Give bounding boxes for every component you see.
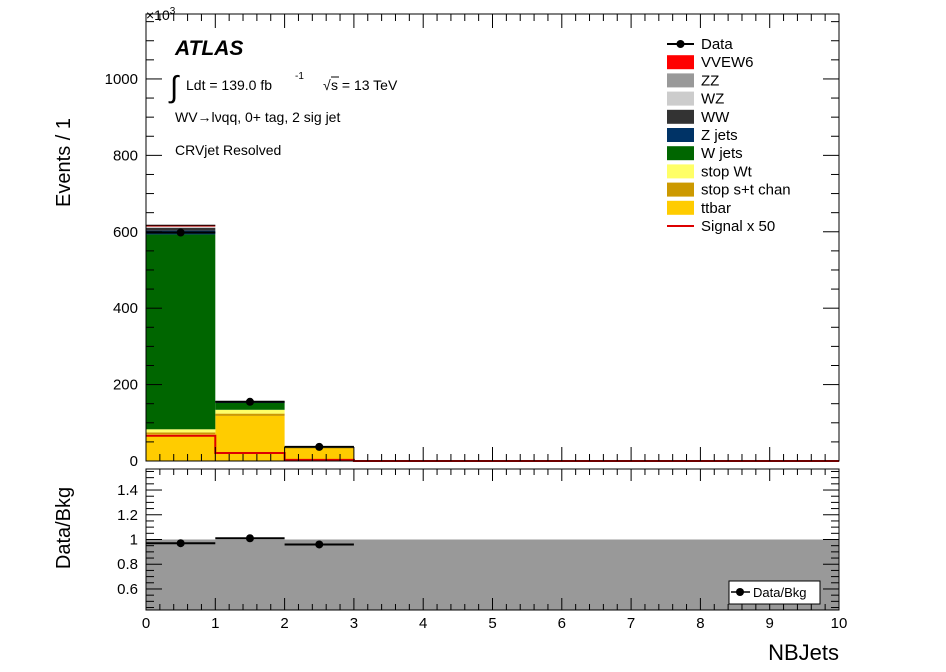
legend-label: W jets — [701, 145, 743, 162]
ratio-point-0 — [176, 539, 185, 548]
data-point-2 — [315, 442, 324, 451]
x-axis-label: NBJets — [768, 640, 839, 665]
region-label-1: WV→lνqq, 0+ tag, 2 sig jet — [175, 109, 340, 125]
y-tick-label: 600 — [113, 224, 138, 241]
bar-wz-bin-0 — [146, 226, 216, 228]
integral-sign: ∫ — [168, 71, 180, 104]
legend-swatch — [667, 146, 694, 161]
ratio-legend-box — [728, 580, 821, 605]
sqrt-s-text: s = 13 TeV — [331, 77, 398, 93]
y-tick-label: 0 — [130, 453, 138, 470]
lumi-text: Ldt = 139.0 fb — [186, 77, 272, 93]
ratio-y-tick-label: 1.2 — [117, 507, 138, 524]
y-tick-label: 400 — [113, 300, 138, 317]
ratio-x-axis: 0 1 2 3 4 5 6 7 8 9 10 — [142, 469, 848, 632]
ratio-legend-marker — [736, 588, 744, 596]
ratio-y-tick-label: 0.8 — [117, 556, 138, 573]
legend-swatch — [667, 200, 694, 215]
sqrt-symbol: √ — [323, 77, 331, 93]
legend-swatch — [667, 164, 694, 179]
main-y-axis: 0 200 400 600 800 1000 — [105, 21, 839, 470]
main-plot-area: 0 200 400 600 800 1000 — [105, 13, 840, 470]
legend-label: stop s+t chan — [701, 182, 791, 199]
x-tick-label: 0 — [142, 615, 150, 632]
main-x-axis — [145, 14, 840, 461]
data-point-0 — [176, 228, 185, 237]
bar-stop-wt-bin-0 — [146, 429, 216, 433]
bar-w-jets-bin-1 — [215, 402, 285, 410]
bar-zz-bin-0 — [146, 226, 216, 227]
lumi-exponent: -1 — [295, 71, 304, 82]
legend-swatch — [667, 73, 694, 88]
luminosity-label: ∫ Ldt = 139.0 fb -1 √ s = 13 TeV — [168, 71, 398, 104]
legend-swatch — [667, 128, 694, 142]
ratio-y-tick-label: 1 — [130, 532, 138, 549]
x-tick-label: 7 — [627, 615, 635, 632]
ratio-legend: Data/Bkg — [728, 580, 821, 605]
bar-ttbar-bin-2 — [284, 448, 354, 461]
legend-marker — [676, 40, 685, 48]
x-tick-label: 2 — [280, 615, 288, 632]
x-tick-label: 9 — [766, 615, 774, 632]
legend-swatch — [667, 55, 694, 70]
bar-ttbar-bin-1 — [215, 415, 285, 461]
bar-stop-wt-bin-1 — [215, 409, 285, 414]
legend-label: WW — [701, 109, 730, 126]
ratio-points — [146, 534, 354, 549]
data-points — [146, 228, 354, 451]
bar-ttbar-bin-0 — [146, 434, 216, 461]
x-tick-label: 4 — [419, 615, 427, 632]
atlas-label: ATLAS — [174, 37, 243, 60]
ratio-plot-area: 0.6 0.8 1 1.2 1.4 0 1 2 3 4 5 6 7 8 9 10 Data/Bkg — [117, 468, 848, 632]
legend-swatch — [667, 109, 694, 124]
legend-swatch — [667, 91, 694, 106]
legend-label: WZ — [701, 91, 724, 108]
x-tick-label: 3 — [350, 615, 358, 632]
bar-w-jets-bin-0 — [146, 234, 216, 430]
x-tick-label: 1 — [211, 615, 219, 632]
y-multiplier: ×103 — [146, 6, 176, 23]
bar-stop-s-t-chan-bin-0 — [146, 432, 216, 435]
legend-swatch — [667, 182, 694, 197]
legend-label: Signal x 50 — [701, 218, 775, 235]
x-tick-label: 6 — [558, 615, 566, 632]
ratio-point-2 — [315, 540, 324, 549]
ratio-y-tick-label: 1.4 — [117, 482, 138, 499]
y-tick-label: 1000 — [105, 71, 138, 88]
legend-label: Data — [701, 36, 733, 53]
x-tick-label: 10 — [831, 615, 848, 632]
bar-stop-s-t-chan-bin-1 — [215, 413, 285, 416]
region-label-2: CRVjet Resolved — [175, 142, 281, 158]
y-axis-label: Events / 1 — [53, 118, 75, 207]
legend-label: stop Wt — [701, 163, 753, 180]
ratio-y-axis: 0.6 0.8 1 1.2 1.4 — [117, 470, 839, 609]
ratio-point-1 — [245, 534, 254, 543]
legend-label: ttbar — [701, 200, 731, 217]
stacked-histogram — [146, 224, 354, 461]
data-point-1 — [245, 397, 254, 406]
y-tick-label: 800 — [113, 147, 138, 164]
ratio-y-axis-label: Data/Bkg — [53, 487, 75, 569]
y-tick-label: 200 — [113, 377, 138, 394]
legend-label: Z jets — [701, 127, 738, 144]
x-tick-label: 5 — [488, 615, 496, 632]
legend-label: ZZ — [701, 72, 719, 89]
legend-label: VVEW6 — [701, 54, 754, 71]
ratio-y-tick-label: 0.6 — [117, 581, 138, 598]
ratio-legend-label: Data/Bkg — [753, 585, 806, 600]
bar-vvew6-bin-0 — [146, 225, 216, 227]
x-tick-label: 8 — [696, 615, 704, 632]
